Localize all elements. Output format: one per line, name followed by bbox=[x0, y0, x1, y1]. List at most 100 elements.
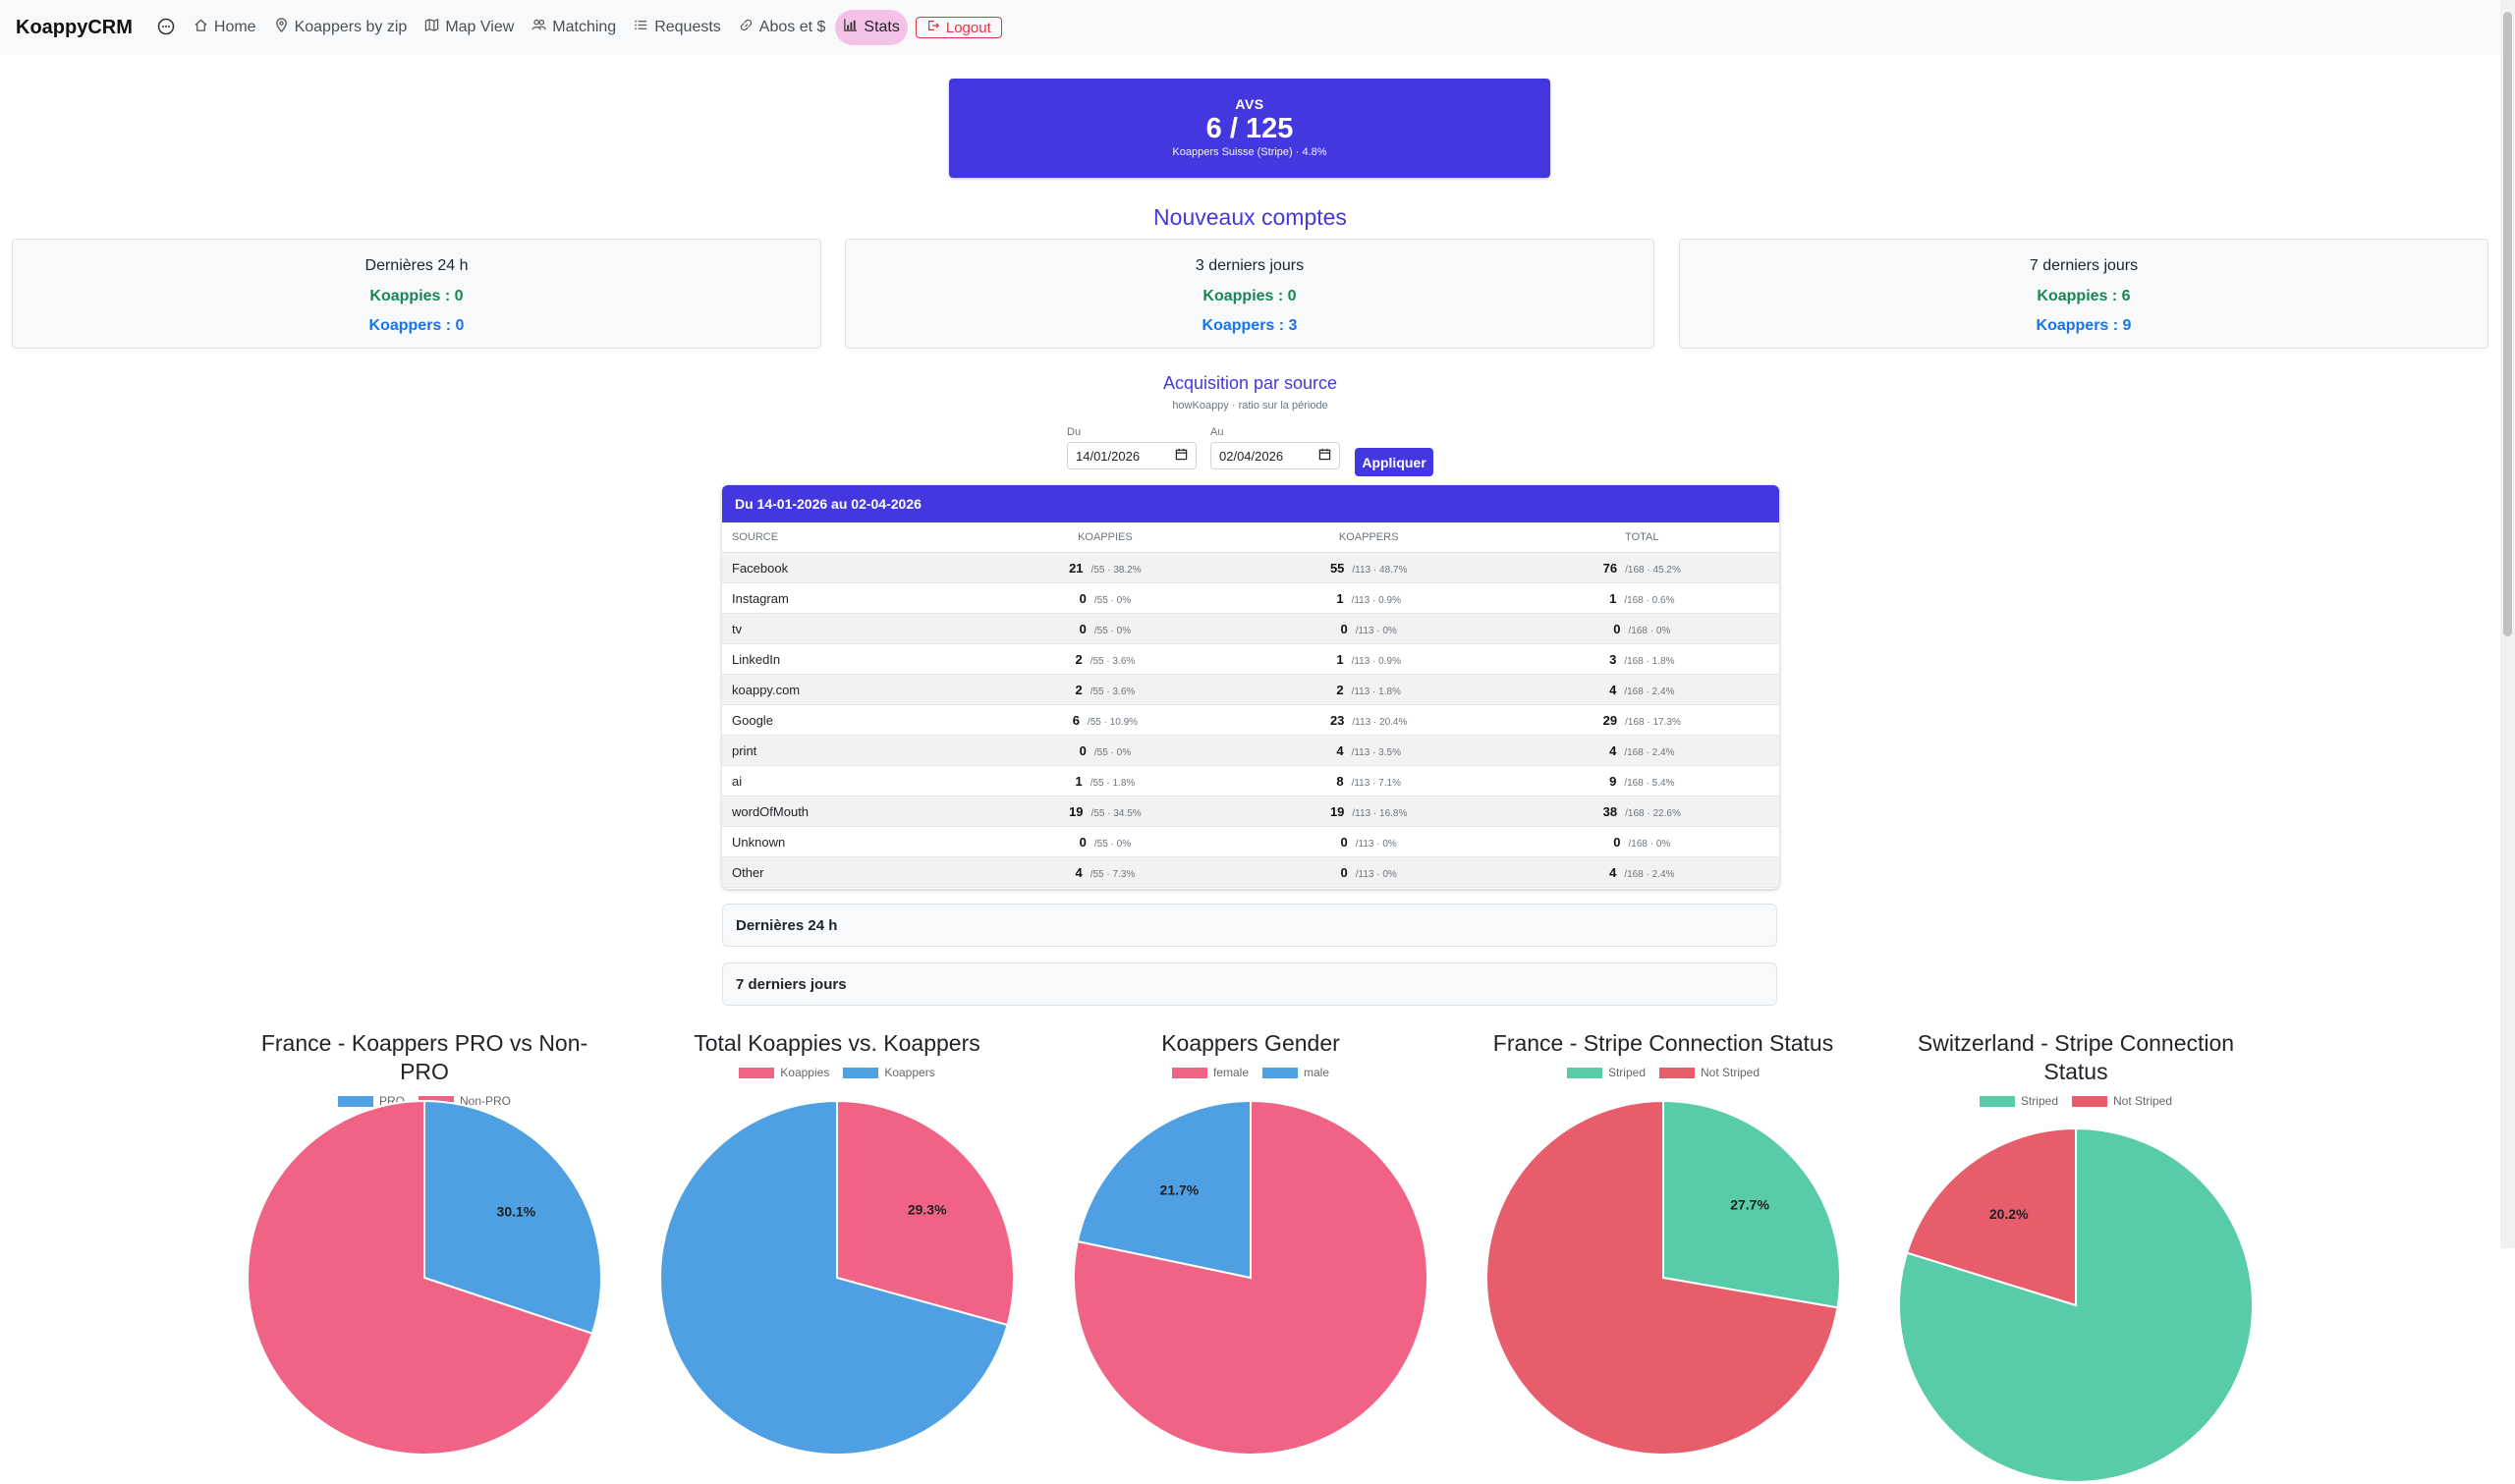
cell-source: ai bbox=[722, 765, 978, 797]
cell-value: 1 bbox=[1075, 773, 1083, 789]
cell-koappies: 0/55 · 0% bbox=[978, 735, 1233, 766]
chart-title: Koappers Gender bbox=[1161, 1030, 1340, 1056]
cell-ratio: /168 · 22.6% bbox=[1625, 807, 1681, 819]
from-date-input[interactable]: 14/01/2026 bbox=[1067, 442, 1197, 469]
cell-ratio: /168 · 17.3% bbox=[1625, 716, 1681, 728]
cell-source: Facebook bbox=[722, 552, 978, 583]
stat-koappers: Koappers : 3 bbox=[1202, 317, 1298, 334]
pie-chart: 30.1% bbox=[247, 1099, 602, 1456]
chart-title: Switzerland - Stripe Connection Status bbox=[1917, 1030, 2235, 1084]
legend-item[interactable]: Striped bbox=[1566, 1066, 1646, 1079]
cell-source: wordOfMouth bbox=[722, 796, 978, 827]
table-row: LinkedIn 2/55 · 3.6% 1/113 · 0.9% 3/168 · 1… bbox=[722, 643, 1779, 675]
legend-item[interactable]: Koappers bbox=[843, 1066, 935, 1079]
legend-swatch bbox=[843, 1067, 879, 1078]
nav-map-view[interactable]: Map View bbox=[417, 10, 522, 45]
table-row: tv 0/55 · 0% 0/113 · 0% 0/168 · 0% bbox=[722, 613, 1779, 644]
table-row: ai 1/55 · 1.8% 8/113 · 7.1% 9/168 · 5.4% bbox=[722, 765, 1779, 797]
cell-total: 4/168 · 2.4% bbox=[1504, 735, 1779, 766]
cell-koappies: 1/55 · 1.8% bbox=[978, 765, 1233, 797]
stat-card-24h: Dernières 24 h Koappies : 0 Koappers : 0 bbox=[12, 239, 821, 349]
to-date-input[interactable]: 02/04/2026 bbox=[1210, 442, 1340, 469]
nav-koappers-by-zip[interactable]: Koappers by zip bbox=[266, 10, 416, 45]
legend-item[interactable]: Striped bbox=[1979, 1094, 2058, 1108]
cell-ratio: /168 · 2.4% bbox=[1624, 868, 1675, 880]
legend-item[interactable]: Not Striped bbox=[2072, 1094, 2172, 1108]
page-scrollbar[interactable] bbox=[2500, 0, 2515, 1248]
nav-home-label: Home bbox=[213, 19, 256, 35]
cell-koappers: 55/113 · 48.7% bbox=[1232, 552, 1505, 583]
scrollbar-thumb[interactable] bbox=[2503, 12, 2512, 636]
nav-matching[interactable]: Matching bbox=[524, 10, 624, 45]
logout-label: Logout bbox=[945, 19, 991, 36]
chart-4: France - Stripe Connection Status Striped… bbox=[1481, 1029, 1845, 1079]
cell-koappies: 0/55 · 0% bbox=[978, 826, 1233, 857]
cell-ratio: /113 · 20.4% bbox=[1352, 716, 1408, 728]
table-row: wordOfMouth 19/55 · 34.5% 19/113 · 16.8% 38… bbox=[722, 796, 1779, 827]
legend-swatch bbox=[1659, 1067, 1695, 1078]
nav-requests[interactable]: Requests bbox=[626, 10, 729, 45]
chart-legend: Striped Not Striped bbox=[1894, 1094, 2258, 1108]
calendar-icon[interactable] bbox=[1175, 448, 1188, 464]
cell-source: tv bbox=[722, 613, 978, 644]
table-row: Facebook 21/55 · 38.2% 55/113 · 48.7% 76/16… bbox=[722, 552, 1779, 583]
nav-abos-label: Abos et $ bbox=[758, 19, 826, 35]
cell-ratio: /168 · 0.6% bbox=[1624, 594, 1675, 606]
logout-button[interactable]: Logout bbox=[915, 17, 1002, 38]
cell-ratio: /55 · 38.2% bbox=[1090, 564, 1142, 576]
cell-ratio: /168 · 2.4% bbox=[1624, 686, 1675, 697]
cell-koappers: 8/113 · 7.1% bbox=[1232, 765, 1505, 797]
cell-total: 3/168 · 1.8% bbox=[1504, 643, 1779, 675]
nav-home[interactable]: Home bbox=[186, 10, 264, 45]
cell-value: 1 bbox=[1336, 651, 1344, 667]
legend-item[interactable]: Koappies bbox=[739, 1066, 829, 1079]
cell-ratio: /168 · 45.2% bbox=[1625, 564, 1681, 576]
from-date-group: Du 14/01/2026 bbox=[1067, 426, 1197, 469]
cell-ratio: /113 · 0% bbox=[1355, 838, 1397, 850]
nav-abos[interactable]: Abos et $ bbox=[731, 10, 834, 45]
legend-label: Striped bbox=[2020, 1094, 2058, 1108]
legend-label: Non-PRO bbox=[460, 1094, 512, 1108]
chat-icon[interactable] bbox=[156, 17, 178, 38]
acquisition-subtitle: howKoappy · ratio sur la période bbox=[1172, 400, 1328, 412]
cell-koappers: 4/113 · 3.5% bbox=[1232, 735, 1505, 766]
calendar-icon[interactable] bbox=[1318, 448, 1331, 464]
cell-value: 2 bbox=[1336, 682, 1344, 697]
legend-label: Koappers bbox=[884, 1066, 935, 1079]
cell-ratio: /168 · 5.4% bbox=[1624, 777, 1675, 789]
from-date-value: 14/01/2026 bbox=[1076, 448, 1141, 464]
cell-ratio: /55 · 34.5% bbox=[1090, 807, 1142, 819]
legend-label: Not Striped bbox=[2113, 1094, 2173, 1108]
cell-source: print bbox=[722, 735, 978, 766]
stat-card-3d: 3 derniers jours Koappies : 0 Koappers :… bbox=[845, 239, 1654, 349]
cell-value: 29 bbox=[1602, 712, 1618, 728]
cell-ratio: /113 · 7.1% bbox=[1351, 777, 1401, 789]
chart-legend: Striped Not Striped bbox=[1481, 1066, 1845, 1079]
legend-item[interactable]: Not Striped bbox=[1659, 1066, 1760, 1079]
legend-item[interactable]: male bbox=[1262, 1066, 1329, 1079]
cell-koappers: 19/113 · 16.8% bbox=[1232, 796, 1505, 827]
cell-source: Unknown bbox=[722, 826, 978, 857]
apply-button[interactable]: Appliquer bbox=[1355, 448, 1433, 476]
cell-koappers: 2/113 · 1.8% bbox=[1232, 674, 1505, 705]
cell-total: 38/168 · 22.6% bbox=[1504, 796, 1779, 827]
brand-logo[interactable]: KoappyCRM bbox=[16, 16, 133, 38]
stat-koappers: Koappers : 0 bbox=[368, 317, 465, 334]
cell-value: 38 bbox=[1602, 803, 1618, 819]
cell-ratio: /168 · 0% bbox=[1628, 838, 1671, 850]
table-row: koappy.com 2/55 · 3.6% 2/113 · 1.8% 4/168 ·… bbox=[722, 674, 1779, 705]
stat-card-title: 3 derniers jours bbox=[1195, 257, 1305, 274]
link-icon bbox=[739, 18, 754, 37]
pie-slice-male[interactable] bbox=[1076, 1099, 1252, 1280]
legend-item[interactable]: female bbox=[1171, 1066, 1249, 1079]
table-period-title: Du 14-01-2026 au 02-04-2026 bbox=[722, 485, 1779, 522]
nav-stats[interactable]: Stats bbox=[835, 10, 908, 45]
collapse-last-7d[interactable]: 7 derniers jours bbox=[722, 962, 1777, 1006]
legend-swatch bbox=[1262, 1067, 1298, 1078]
col-header-total: TOTAL bbox=[1504, 522, 1779, 553]
pie-data-label: 29.3% bbox=[908, 1201, 947, 1217]
collapse-last-24h[interactable]: Dernières 24 h bbox=[722, 904, 1777, 947]
pie-data-label: 30.1% bbox=[497, 1204, 536, 1220]
cell-ratio: /168 · 0% bbox=[1628, 625, 1671, 636]
cell-value: 23 bbox=[1329, 712, 1345, 728]
